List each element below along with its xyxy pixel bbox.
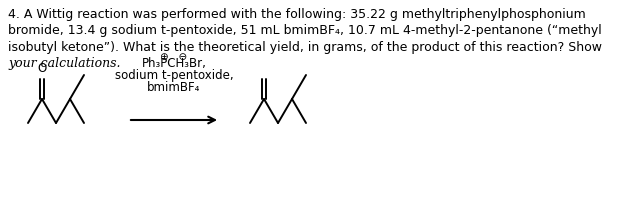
Text: your calculations.: your calculations. xyxy=(8,58,121,70)
Text: 4. A Wittig reaction was performed with the following: 35.22 g methyltriphenylph: 4. A Wittig reaction was performed with … xyxy=(8,8,586,21)
Text: isobutyl ketone”). What is the theoretical yield, in grams, of the product of th: isobutyl ketone”). What is the theoretic… xyxy=(8,41,602,54)
Text: ⊕   ⊖: ⊕ ⊖ xyxy=(161,52,188,62)
Text: O: O xyxy=(38,62,47,75)
Text: sodium t-pentoxide,: sodium t-pentoxide, xyxy=(115,69,233,82)
Text: bromide, 13.4 g sodium t-pentoxide, 51 mL bmimBF₄, 10.7 mL 4-methyl-2-pentanone : bromide, 13.4 g sodium t-pentoxide, 51 m… xyxy=(8,24,602,37)
Text: Ph₃PCH₃Br,: Ph₃PCH₃Br, xyxy=(141,57,206,70)
Text: bmimBF₄: bmimBF₄ xyxy=(148,81,201,94)
